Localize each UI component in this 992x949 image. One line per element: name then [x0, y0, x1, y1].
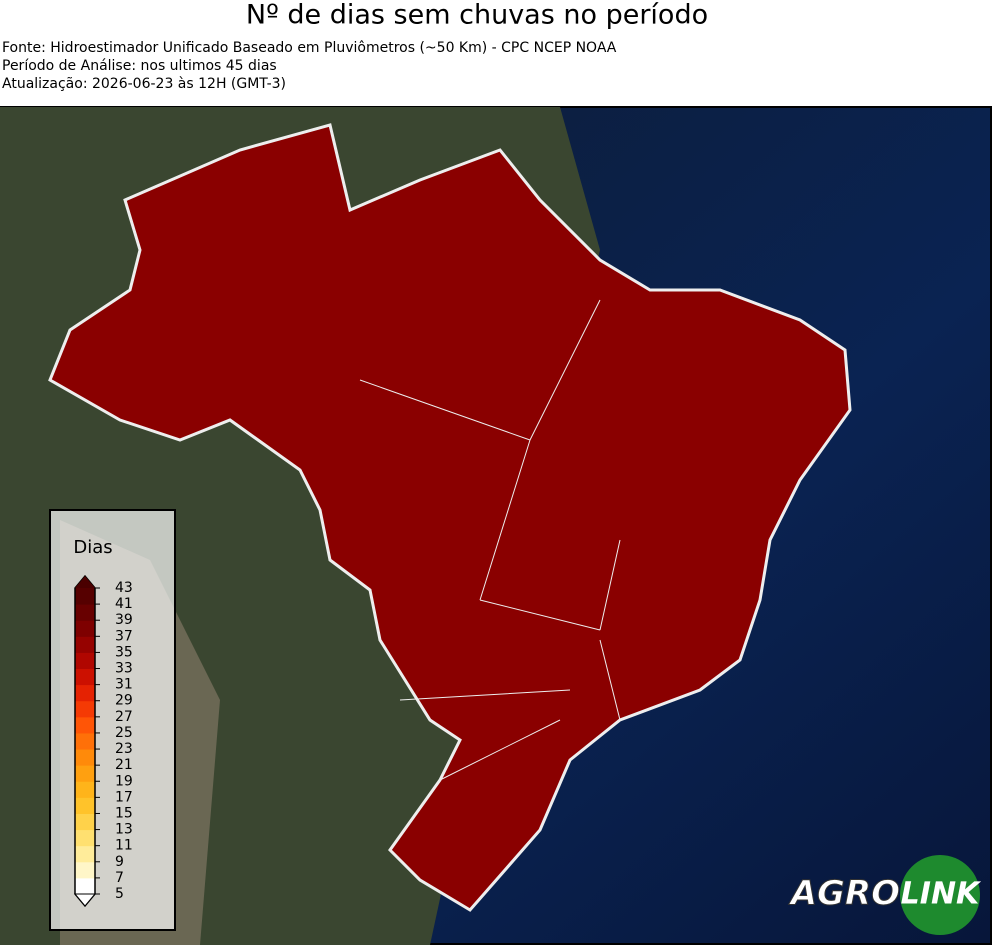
color-segment — [75, 636, 95, 653]
tick-label: 25 — [115, 725, 133, 741]
color-segment — [75, 652, 95, 670]
color-segment — [75, 700, 95, 718]
state-borders — [359, 299, 621, 781]
color-segment — [75, 829, 95, 847]
extend-top — [75, 576, 95, 588]
legend: Dias 57911131517192123252729313335373941… — [49, 509, 176, 931]
color-segment — [75, 845, 95, 863]
color-segment — [75, 749, 95, 766]
subtitle: Atualização: 2026-06-23 às 12H (GMT-3) — [2, 76, 286, 92]
color-segment — [75, 716, 95, 734]
tick-label: 41 — [115, 596, 133, 612]
tick-label: 43 — [115, 580, 133, 596]
tick-label: 29 — [115, 693, 133, 709]
color-segment — [75, 861, 95, 879]
tick-label: 35 — [115, 644, 133, 660]
color-segment — [75, 797, 95, 814]
tick-label: 39 — [115, 612, 133, 628]
tick-label: 21 — [115, 757, 133, 773]
tick-label: 5 — [115, 886, 124, 902]
color-segment — [75, 877, 95, 895]
tick-label: 33 — [115, 661, 133, 677]
color-segment — [75, 813, 95, 831]
title: Nº de dias sem chuvas no período — [246, 0, 708, 31]
logo-text: LINK — [901, 877, 982, 912]
tick-label: 23 — [115, 741, 133, 757]
tick-label: 27 — [115, 709, 133, 725]
color-segment — [75, 765, 95, 782]
extend-bottom — [73, 893, 97, 907]
color-segment — [75, 781, 95, 798]
tick-label: 13 — [115, 822, 133, 838]
logo-circle — [900, 855, 980, 935]
color-segment — [75, 588, 95, 605]
legend-box — [49, 509, 176, 931]
brazil — [48, 123, 852, 912]
tick-label: 11 — [115, 838, 133, 854]
color-segment — [75, 684, 95, 702]
logo: AGRO LINK — [787, 855, 982, 935]
logo-text: AGRO — [788, 874, 900, 914]
tick-label: 15 — [115, 805, 133, 821]
tick-label: 37 — [115, 628, 133, 644]
subtitle: Fonte: Hidroestimador Unificado Baseado … — [2, 40, 617, 56]
tick-label: 9 — [115, 854, 124, 870]
subtitle: Período de Análise: nos ultimos 45 dias — [2, 58, 277, 74]
tick-label: 19 — [115, 773, 133, 789]
tick-label: 7 — [115, 870, 124, 886]
legend-title: Dias — [73, 537, 112, 558]
tick-label: 31 — [115, 677, 133, 693]
color-segment — [75, 620, 95, 637]
color-segment — [75, 732, 95, 750]
tick-label: 17 — [115, 789, 133, 805]
color-segment — [75, 604, 95, 621]
color-segment — [75, 668, 95, 686]
